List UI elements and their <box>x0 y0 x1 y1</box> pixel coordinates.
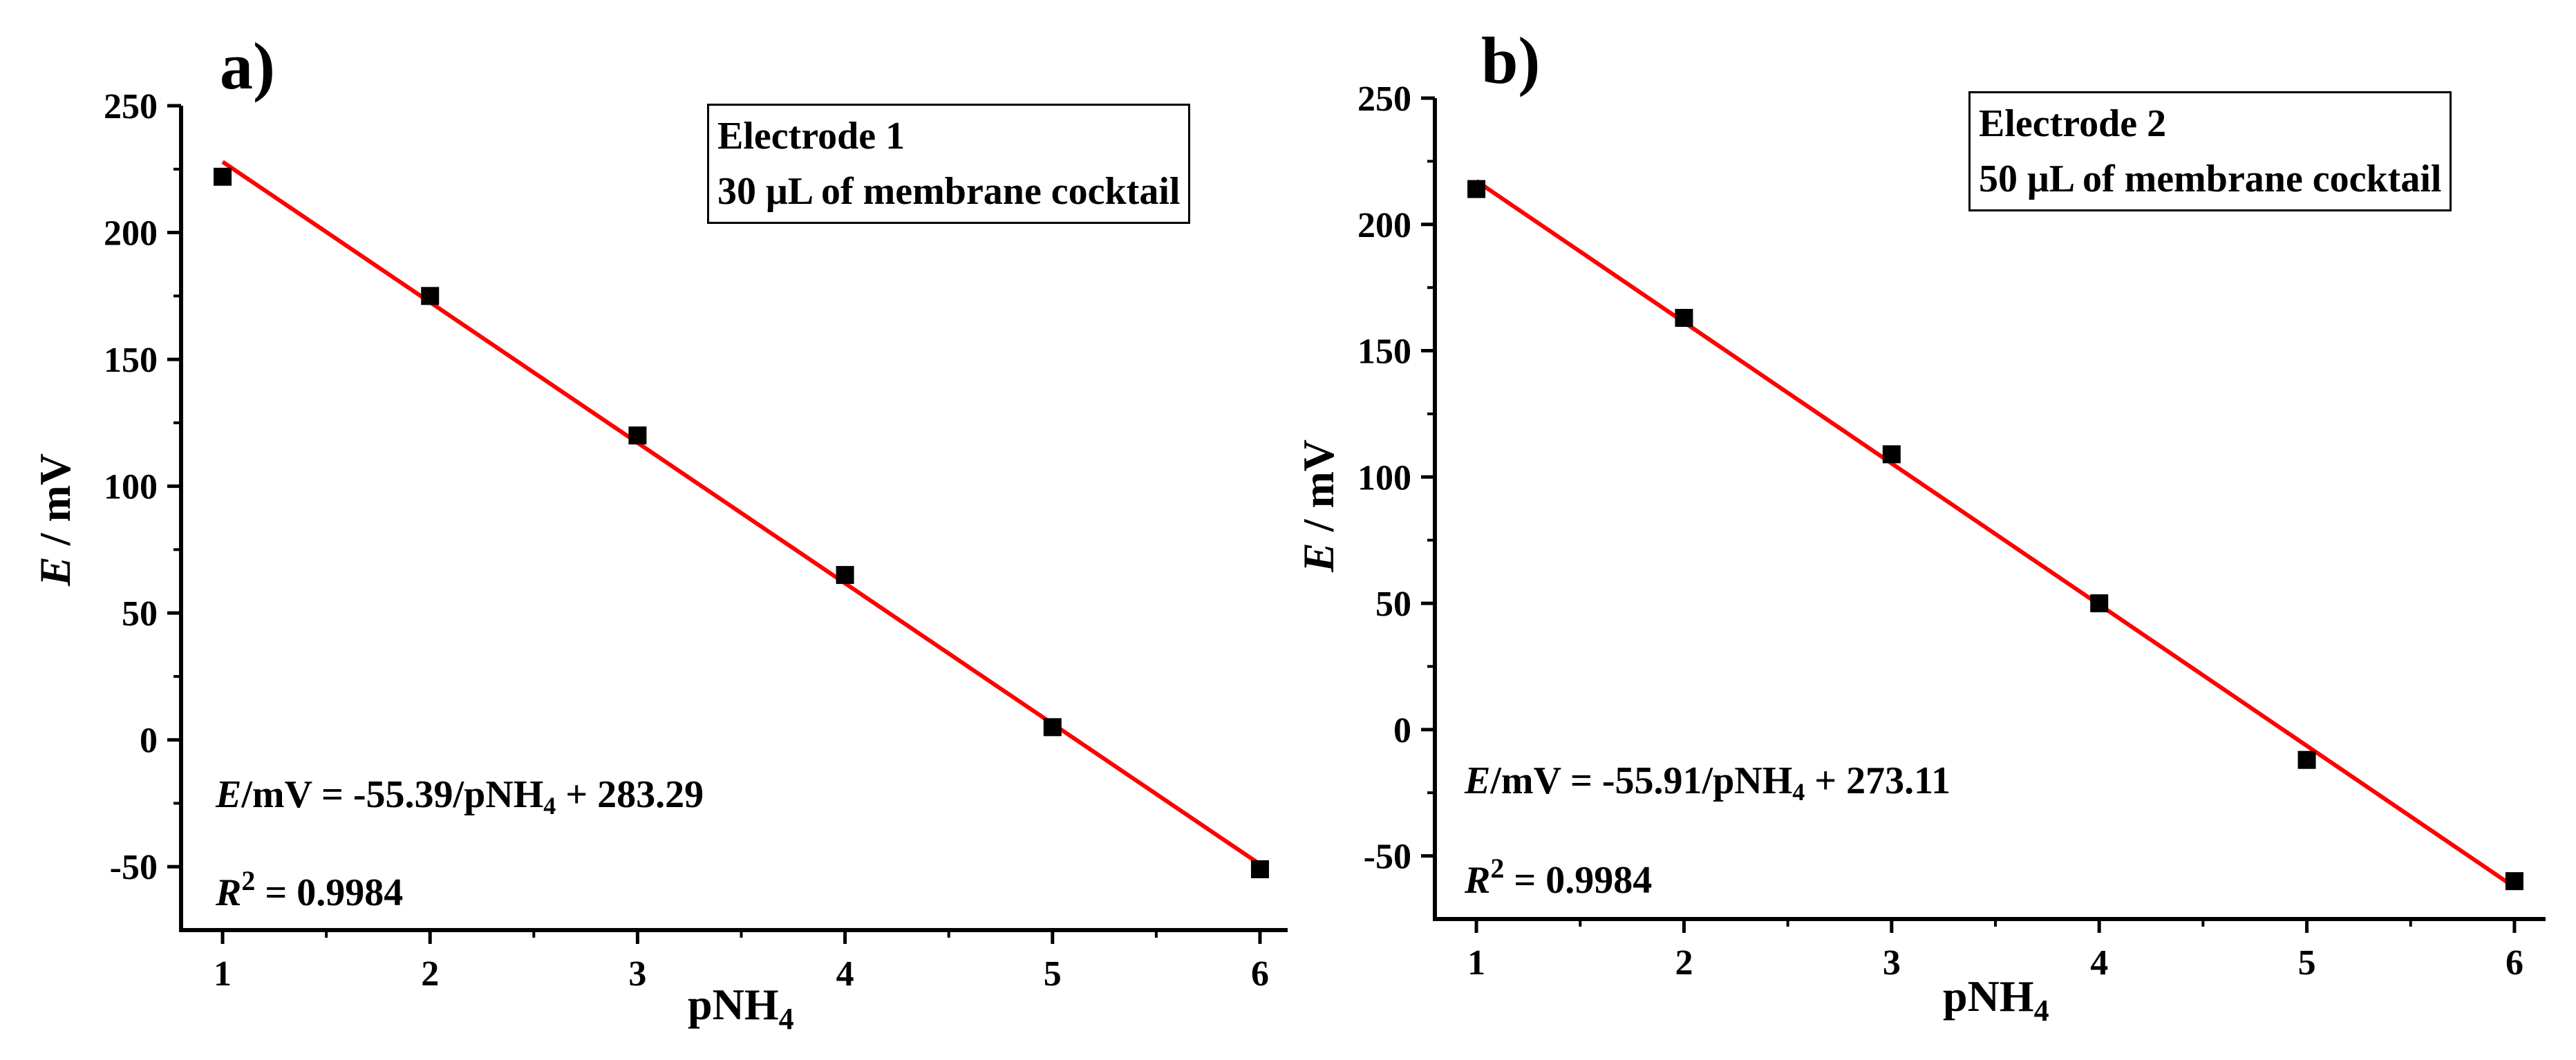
x-tick-label-a: 1 <box>214 954 232 994</box>
r2-var-a: R <box>216 871 242 914</box>
chart-panel-b: -50 0 50 100 150 200 250 1 2 3 4 5 6 b) Electrode 2 … <box>1288 0 2575 1060</box>
chart-panel-a: -50 0 50 100 150 200 250 1 2 3 4 5 6 a) Electrode 1 … <box>30 29 1288 1034</box>
legend-box-a: Electrode 1 30 μL of membrane cocktail <box>707 104 1191 224</box>
y-tick-label-a: -50 <box>110 848 158 887</box>
y-tick-label-b: 0 <box>1393 711 1411 750</box>
fit-equation-b: E/mV = -55.91/pNH4 + 273.11 <box>1465 761 1950 804</box>
x-tick-label-b: 5 <box>2298 943 2316 983</box>
x-tick-label-a: 4 <box>836 954 854 994</box>
x-tick-label-b: 3 <box>1883 943 1901 983</box>
y-tick-label-b: 100 <box>1357 458 1411 498</box>
data-point-a <box>1250 860 1269 878</box>
y-tick-label-a: 50 <box>122 594 158 634</box>
eq-sub-a: 4 <box>543 792 556 820</box>
legend-box-b: Electrode 2 50 μL of membrane cocktail <box>1968 91 2452 211</box>
legend-line-1-a: Electrode 1 <box>717 115 905 158</box>
legend-line-1-b: Electrode 2 <box>1979 102 2167 145</box>
y-tick-label-a: 250 <box>104 87 158 126</box>
r-squared-b: R2 = 0.9984 <box>1465 855 1652 900</box>
y-axis-label-a: E / mV <box>30 451 79 589</box>
x-tick-label-a: 6 <box>1251 954 1269 994</box>
x-axis-label-a: pNH4 <box>688 983 794 1034</box>
y-tick-label-a: 0 <box>140 721 158 761</box>
legend-line-2-a: 30 μL of membrane cocktail <box>717 170 1181 213</box>
fit-line-a <box>221 160 1261 867</box>
data-point-b <box>2505 872 2523 891</box>
x-tick-label-b: 1 <box>1467 943 1485 983</box>
eq-rhs-b: + 273.11 <box>1805 759 1951 802</box>
y-axis-label-rest-a: / mV <box>30 453 79 557</box>
panel-label-a: a) <box>220 29 275 103</box>
r-squared-a: R2 = 0.9984 <box>216 865 404 914</box>
y-tick-label-b: 50 <box>1375 585 1411 624</box>
data-point-b <box>1467 180 1486 198</box>
y-tick-label-b: 250 <box>1357 79 1411 119</box>
data-point-b <box>1882 445 1901 464</box>
data-point-b <box>1675 309 1693 328</box>
eq-rhs-a: + 283.29 <box>556 773 704 816</box>
x-axis-label-b: pNH4 <box>1943 974 2049 1026</box>
fit-equation-a: E/mV = -55.39/pNH4 + 283.29 <box>216 775 704 818</box>
r2-value-b: = 0.9984 <box>1504 859 1653 902</box>
data-point-a <box>421 287 440 305</box>
plot-area-a: -50 0 50 100 150 200 250 1 2 3 4 5 6 <box>104 87 1288 994</box>
r2-var-b: R <box>1465 859 1491 902</box>
x-tick-label-b: 6 <box>2506 943 2523 983</box>
y-axis-label-var-a: E <box>30 556 79 586</box>
x-axis-label-sub-b: 4 <box>2033 994 2049 1028</box>
x-tick-label-b: 4 <box>2090 943 2108 983</box>
y-axis-label-b: E / mV <box>1294 437 1343 575</box>
eq-var-a: E <box>216 773 242 816</box>
data-point-b <box>2297 750 2316 769</box>
y-tick-label-b: 150 <box>1357 332 1411 372</box>
data-point-a <box>628 426 647 445</box>
r2-sup-b: 2 <box>1490 853 1505 884</box>
x-tick-label-a: 2 <box>421 954 439 994</box>
x-axis-label-sub-a: 4 <box>778 1002 794 1036</box>
y-tick-label-b: -50 <box>1364 837 1411 877</box>
data-point-a <box>836 566 854 585</box>
x-axis-label-main-a: pNH <box>688 980 779 1029</box>
x-axis-label-main-b: pNH <box>1943 972 2034 1021</box>
y-tick-label-a: 100 <box>104 468 158 507</box>
eq-lhs-a: /mV = -55.39/pNH <box>241 773 544 816</box>
x-tick-label-b: 2 <box>1675 943 1693 983</box>
plot-area-b: -50 0 50 100 150 200 250 1 2 3 4 5 6 <box>1357 79 2546 983</box>
y-tick-label-a: 200 <box>104 214 158 254</box>
data-point-a <box>1043 718 1062 737</box>
y-axis-label-rest-b: / mV <box>1294 439 1343 543</box>
legend-line-2-b: 50 μL of membrane cocktail <box>1979 158 2442 200</box>
data-point-b <box>2090 594 2109 613</box>
r2-sup-a: 2 <box>241 865 256 896</box>
r2-value-a: = 0.9984 <box>255 871 404 914</box>
data-point-a <box>214 167 232 186</box>
eq-var-b: E <box>1465 759 1491 802</box>
eq-sub-b: 4 <box>1792 778 1805 806</box>
y-axis-label-var-b: E <box>1294 542 1343 572</box>
eq-lhs-b: /mV = -55.91/pNH <box>1490 759 1793 802</box>
x-tick-label-a: 5 <box>1044 954 1062 994</box>
fit-line-b <box>1475 179 2516 889</box>
y-tick-label-b: 200 <box>1357 206 1411 245</box>
panel-label-b: b) <box>1481 23 1541 97</box>
x-tick-label-a: 3 <box>628 954 646 994</box>
y-tick-label-a: 150 <box>104 341 158 380</box>
